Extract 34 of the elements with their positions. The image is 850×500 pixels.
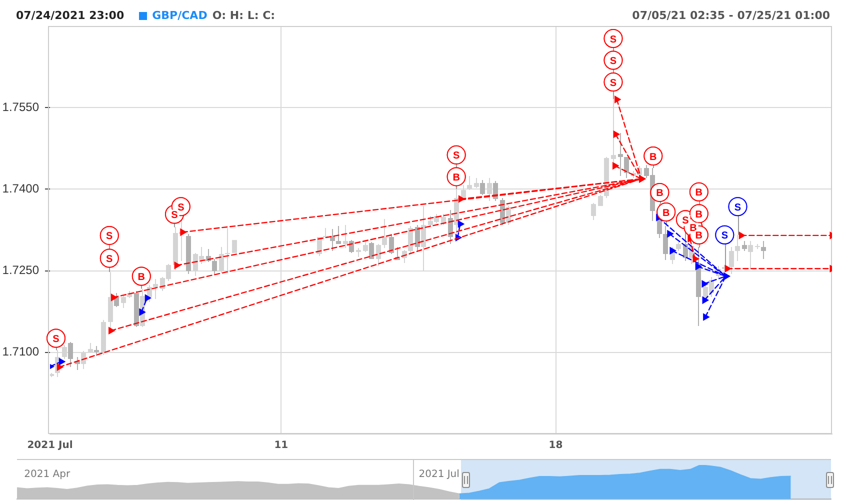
data-label: B — [656, 188, 664, 200]
data-label: B — [695, 188, 703, 199]
data-label: S — [610, 78, 617, 89]
text: O: H: L: C: — [212, 9, 276, 23]
text: 07/24/2021 23:00 — [16, 9, 124, 23]
data-label: B — [695, 230, 703, 242]
x-tick-label: 2021 Apr — [24, 469, 71, 480]
data-label: S — [178, 202, 185, 214]
data-label: S — [106, 231, 114, 242]
x-tick-label: 2021 Jul — [27, 440, 73, 451]
chart-title: GBP/CAD — [152, 9, 208, 23]
data-label: B — [662, 208, 670, 219]
data-label: B — [452, 172, 460, 184]
y-tick-label: 1.7550 — [2, 100, 40, 114]
data-label: S — [452, 150, 460, 162]
data-label: S — [171, 210, 178, 221]
y-tick-label: 1.7400 — [2, 182, 40, 196]
data-label: S — [106, 254, 114, 266]
y-tick-label: 1.7100 — [2, 344, 40, 359]
data-label: S — [682, 215, 690, 226]
x-tick-label: 11 — [274, 440, 288, 451]
data-label: S — [734, 202, 742, 214]
data-label: B — [690, 223, 697, 234]
x-tick-label: 2021 Jul — [418, 469, 460, 480]
text: 07/05/21 02:35 - 07/25/21 01:00 — [632, 9, 830, 23]
data-label: S — [52, 334, 60, 346]
data-label: B — [138, 272, 146, 283]
data-label: S — [610, 56, 617, 68]
y-tick-label: 1.7250 — [2, 263, 40, 278]
data-label: B — [695, 209, 703, 220]
data-label: S — [610, 34, 617, 46]
x-tick-label: 18 — [548, 440, 563, 451]
data-label: B — [650, 152, 657, 163]
data-label: S — [721, 230, 728, 242]
